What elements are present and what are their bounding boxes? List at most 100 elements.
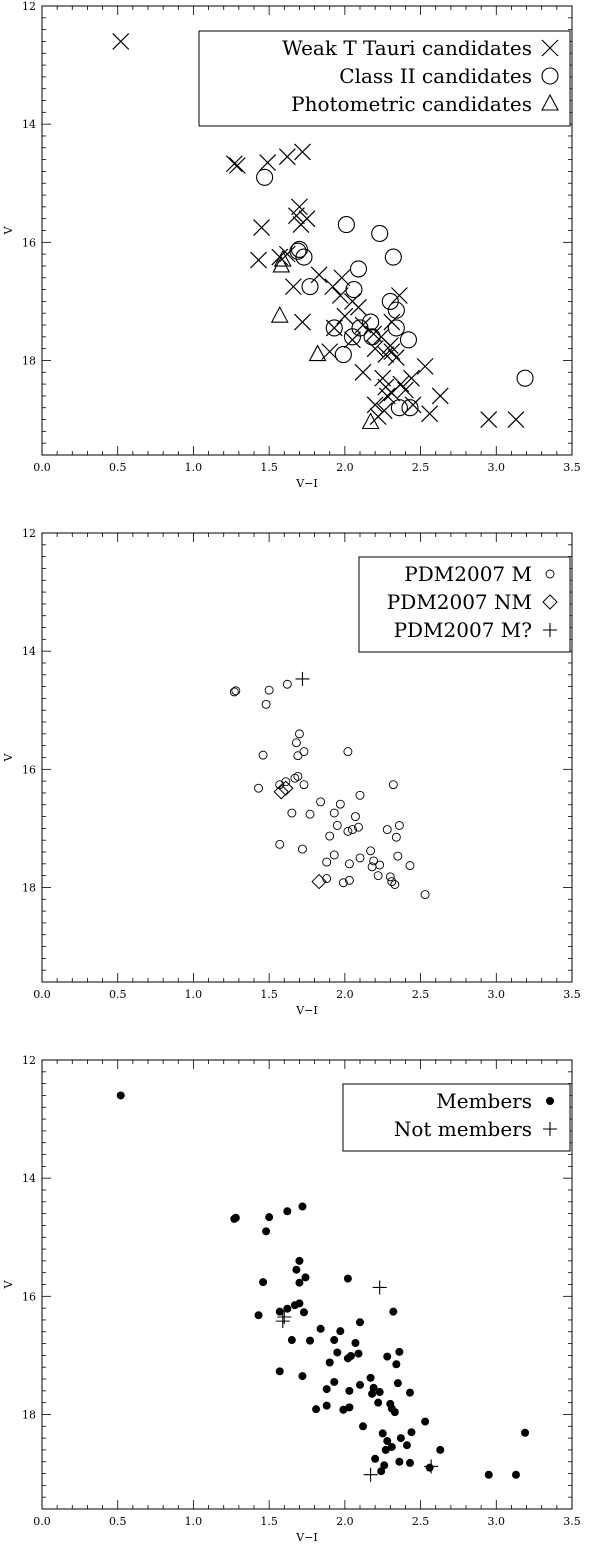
data-point	[275, 839, 285, 849]
series-photometric-candidates	[270, 249, 380, 430]
data-point	[344, 875, 354, 885]
data-point	[316, 797, 326, 807]
data-point	[362, 313, 380, 331]
data-point	[393, 1379, 402, 1388]
data-point	[388, 780, 398, 790]
data-point	[420, 890, 430, 900]
data-point	[401, 399, 419, 417]
data-point	[372, 1280, 387, 1295]
data-point	[335, 799, 345, 809]
legend-label: Not members	[394, 1117, 532, 1141]
data-point	[366, 1373, 375, 1382]
data-point	[399, 331, 418, 349]
legend-marker	[543, 1122, 557, 1136]
data-point	[387, 319, 405, 337]
data-point	[354, 822, 363, 832]
data-point	[371, 224, 389, 243]
data-point	[359, 1422, 368, 1431]
data-point	[325, 1358, 334, 1367]
data-point	[384, 248, 402, 266]
data-point	[322, 1401, 331, 1410]
data-point	[421, 405, 439, 423]
data-point	[116, 1091, 125, 1100]
data-point	[332, 820, 342, 830]
data-point	[264, 685, 274, 695]
data-point	[416, 357, 434, 375]
data-point	[334, 346, 352, 364]
data-point	[329, 808, 339, 818]
y-tick-label: 12	[22, 0, 36, 13]
data-point	[436, 1445, 445, 1454]
data-point	[322, 874, 332, 884]
panel-pdm2007: 0.0 0.5 1.0 1.5 2.0 2.5 3.0 3.5 12 14 16 18 V−I V PDM2…	[2, 527, 581, 1017]
panel-membership: 0.0 0.5 1.0 1.5 2.0 2.5 3.0 3.5 12 14 16 18 V−I V Memb…	[2, 1054, 581, 1544]
data-point	[272, 255, 291, 273]
data-point	[367, 862, 377, 872]
data-point	[383, 313, 401, 331]
data-point	[275, 1367, 284, 1376]
data-point	[387, 1442, 396, 1451]
y-tick-label: 14	[22, 645, 36, 658]
data-point	[295, 1256, 304, 1265]
y-tick-label: 18	[22, 1408, 36, 1421]
data-point	[265, 1213, 274, 1222]
data-point	[355, 790, 365, 800]
data-point	[339, 1405, 348, 1414]
data-point	[361, 412, 380, 430]
data-point	[291, 198, 308, 216]
legend-marker	[541, 93, 559, 111]
x-tick-label: 1.0	[185, 461, 203, 474]
data-point	[387, 349, 405, 366]
data-point	[521, 1428, 530, 1437]
data-point	[253, 219, 270, 236]
x-axis-label: V−I	[295, 477, 318, 490]
data-point	[306, 1336, 315, 1345]
legend-marker	[541, 67, 559, 85]
data-point	[112, 33, 130, 50]
data-point	[390, 399, 408, 417]
data-point	[374, 369, 392, 387]
legend: Members Not members	[342, 1083, 571, 1152]
data-point	[405, 861, 415, 871]
data-point	[295, 671, 310, 686]
x-tick-label: 2.0	[336, 988, 354, 1001]
data-point	[484, 1470, 493, 1479]
data-point	[228, 157, 246, 174]
data-point	[259, 154, 277, 171]
x-tick-label: 2.0	[336, 1515, 354, 1528]
data-point	[371, 1454, 380, 1463]
data-point	[254, 1311, 263, 1320]
x-tick-label: 2.5	[412, 1515, 430, 1528]
legend-label: PDM2007 M	[404, 562, 532, 586]
data-point	[295, 1299, 304, 1308]
data-point	[322, 1385, 331, 1394]
x-tick-label: 1.5	[260, 988, 278, 1001]
data-point	[343, 747, 353, 757]
legend-label: Photometric candidates	[291, 92, 532, 116]
x-tick-label: 0.5	[109, 988, 127, 1001]
data-point	[329, 850, 339, 860]
data-point	[366, 846, 376, 856]
data-point	[356, 1380, 364, 1389]
data-point	[301, 1273, 310, 1282]
data-point	[254, 783, 263, 793]
x-tick-label: 3.5	[563, 1515, 581, 1528]
data-point	[377, 1467, 386, 1476]
data-point	[351, 319, 369, 337]
legend-label: Class II candidates	[339, 64, 532, 88]
data-point	[338, 878, 348, 888]
legend: PDM2007 M PDM2007 NM PDM2007 M?	[358, 556, 571, 653]
data-point	[405, 1388, 414, 1397]
data-point	[354, 1349, 363, 1358]
data-point	[344, 331, 361, 349]
data-point	[325, 319, 343, 337]
data-point	[343, 826, 353, 836]
data-point	[387, 301, 405, 319]
data-point	[345, 1386, 354, 1395]
data-point	[396, 1434, 405, 1443]
data-point	[287, 207, 305, 225]
data-point	[389, 1307, 398, 1316]
x-tick-label: 2.5	[412, 988, 430, 1001]
data-point	[381, 337, 399, 355]
data-point	[256, 168, 274, 186]
